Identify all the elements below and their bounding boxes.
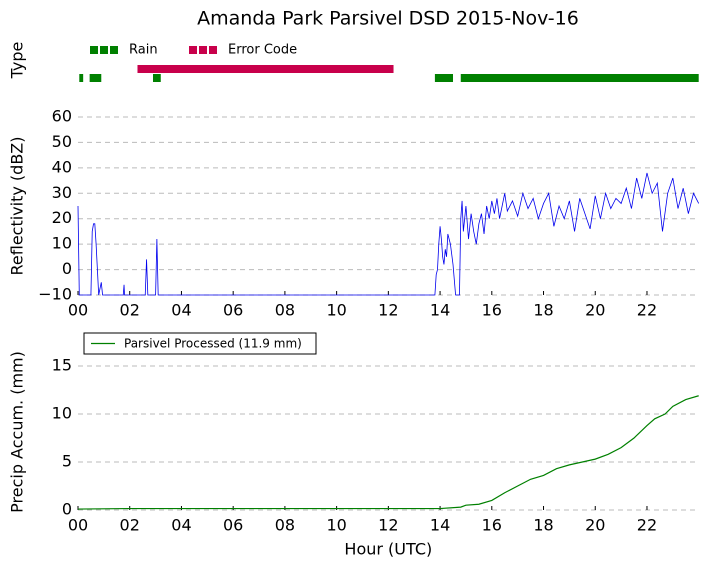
x-tick-label: 20 [585,516,605,535]
y-tick-label: 10 [52,234,72,253]
segment [79,74,84,82]
x-axis-label: Hour (UTC) [344,540,432,559]
y-tick-label: 50 [52,132,72,151]
y-tick-label: 40 [52,157,72,176]
y-tick-label: 0 [62,500,72,519]
x-tick-label: 02 [120,301,140,320]
legend-swatch [189,46,197,54]
y-axis-label: Reflectivity (dBZ) [8,137,27,276]
y-axis-label: Type [8,42,27,80]
y-tick-label: −10 [38,285,72,304]
y-tick-label: 0 [62,259,72,278]
x-tick-label: 16 [482,516,502,535]
x-tick-label: 08 [275,301,295,320]
x-tick-label: 18 [533,516,553,535]
x-tick-label: 12 [378,301,398,320]
y-tick-label: 10 [52,404,72,423]
y-tick-label: 5 [62,452,72,471]
x-tick-label: 00 [68,516,88,535]
legend-label: Parsivel Processed (11.9 mm) [124,337,302,351]
legend-box [83,332,317,355]
segment [89,74,102,82]
x-tick-label: 14 [430,301,450,320]
x-tick-label: 04 [171,516,191,535]
legend-label: Error Code [228,43,297,58]
x-tick-label: 04 [171,301,191,320]
line [77,395,699,510]
x-tick-label: 10 [326,301,346,320]
legend-swatch [199,46,207,54]
x-tick-label: 06 [223,516,243,535]
x-tick-label: 20 [585,301,605,320]
x-tick-label: 22 [637,516,657,535]
x-tick-label: 14 [430,516,450,535]
legend-swatch [110,46,118,54]
legend-label: Rain [129,43,158,58]
x-tick-label: 10 [326,516,346,535]
legend-swatch [90,46,98,54]
x-tick-label: 02 [120,516,140,535]
x-tick-label: 16 [482,301,502,320]
segment [153,74,161,82]
y-tick-label: 20 [52,208,72,227]
x-tick-label: 00 [68,301,88,320]
legend-swatch [100,46,108,54]
x-tick-label: 12 [378,516,398,535]
x-tick-label: 22 [637,301,657,320]
segment [460,74,699,82]
y-axis-label: Precip Accum. (mm) [8,351,27,513]
y-tick-label: 30 [52,183,72,202]
legend-swatch [209,46,217,54]
segment [434,74,454,82]
x-tick-label: 08 [275,516,295,535]
x-tick-label: 18 [533,301,553,320]
y-tick-label: 15 [52,356,72,375]
line [77,172,700,296]
chart-title: Amanda Park Parsivel DSD 2015-Nov-16 [197,8,579,30]
x-tick-label: 06 [223,301,243,320]
segment [137,65,394,73]
y-tick-label: 60 [52,107,72,126]
